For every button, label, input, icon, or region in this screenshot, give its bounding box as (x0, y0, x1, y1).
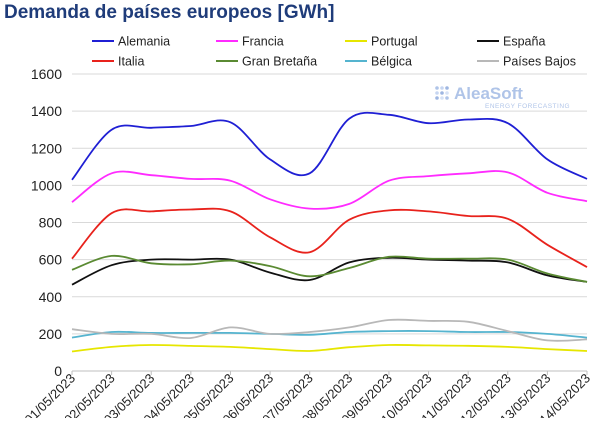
series-line-belgica (71, 330, 588, 339)
series-line-francia (71, 170, 588, 210)
y-tick-label: 400 (39, 289, 63, 305)
y-tick-label: 1400 (31, 103, 62, 119)
logo-dot (435, 86, 439, 90)
logo-dot (440, 91, 444, 95)
gridlines (72, 73, 587, 372)
series-line-espana (71, 256, 588, 286)
series-line-italia (71, 207, 588, 268)
y-tick-label: 200 (39, 326, 63, 342)
series-line-gran-bretana (71, 254, 588, 283)
series-lines (71, 111, 588, 353)
legend-label-belgica: Bélgica (371, 55, 412, 69)
legend-label-alemania: Alemania (118, 35, 170, 49)
y-tick-label: 1600 (31, 66, 62, 82)
logo-dot (445, 86, 449, 90)
chart-title: Demanda de países europeos [GWh] (4, 2, 335, 23)
series-line-paises-bajos (71, 318, 588, 342)
legend-label-gran-bretana: Gran Bretaña (242, 55, 317, 69)
logo-dot (445, 96, 449, 100)
legend-label-portugal: Portugal (371, 35, 418, 49)
logo-dot (440, 86, 444, 90)
watermark-brand: AleaSoft (454, 84, 523, 103)
watermark-tagline: ENERGY FORECASTING (485, 103, 570, 110)
series-line-alemania (71, 111, 588, 181)
logo-dot (445, 91, 449, 95)
logo-dot (440, 96, 444, 100)
legend-label-italia: Italia (118, 55, 144, 69)
y-tick-label: 600 (39, 252, 63, 268)
logo-dot (435, 96, 439, 100)
series-line-portugal (71, 344, 588, 353)
legend: Alemania Francia Portugal España Italia Gran … (92, 35, 576, 69)
y-tick-label: 1000 (31, 177, 62, 193)
legend-label-paises-bajos: Países Bajos (503, 55, 576, 69)
legend-label-espana: España (503, 35, 545, 49)
logo-dot (435, 91, 439, 95)
axes: 0200400600800100012001400160001/05/20230… (21, 66, 593, 423)
legend-label-francia: Francia (242, 35, 284, 49)
y-tick-label: 1200 (31, 140, 62, 156)
y-tick-label: 800 (39, 215, 63, 231)
y-tick-label: 0 (54, 363, 62, 379)
